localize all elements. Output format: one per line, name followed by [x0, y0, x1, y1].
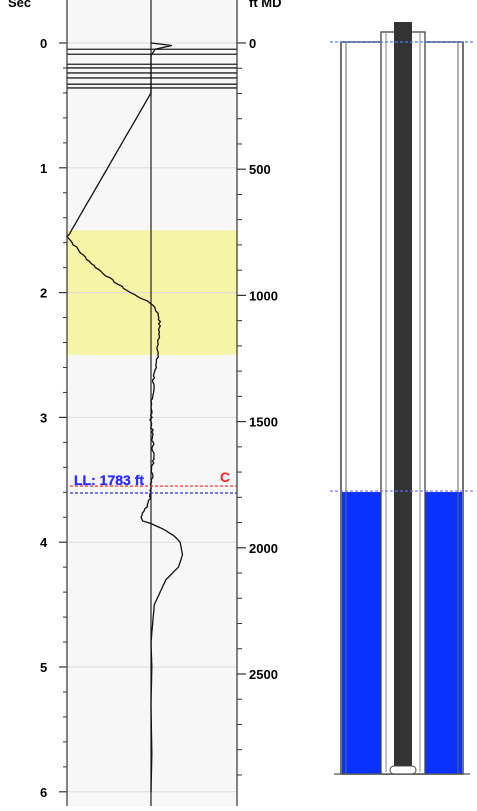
left-tick-label: 5: [40, 660, 47, 675]
reflection-lines: [67, 48, 237, 89]
left-tick-label: 2: [40, 286, 47, 301]
marker-liquid-level-label: LL: 1783 ft: [74, 472, 144, 488]
right-tick-label: 1500: [249, 415, 278, 430]
left-tick-label: 6: [40, 785, 47, 800]
right-tick-label: 2000: [249, 541, 278, 556]
left-tick-label: 3: [40, 410, 47, 425]
right-tick-label: 0: [249, 36, 256, 51]
pump: [389, 765, 417, 775]
right-tick-label: 1000: [249, 288, 278, 303]
wellbore-diagram: [330, 22, 474, 775]
left-tick-label: 4: [40, 535, 48, 550]
grid-lines: [67, 42, 237, 793]
acoustic-trace: [66, 42, 184, 792]
right-axis-unit: ft MD: [249, 0, 282, 10]
rod-string: [394, 22, 412, 770]
left-tick-label: 0: [40, 36, 47, 51]
right-tick-label: 500: [249, 162, 271, 177]
left-axis-ticks: 0 1 2 3 4 5 6: [40, 36, 67, 800]
right-tick-label: 2500: [249, 667, 278, 682]
left-axis-unit: Sec: [8, 0, 31, 10]
right-axis-ticks: 0 500 1000 1500 2000 2500: [237, 36, 278, 776]
left-tick-label: 1: [40, 161, 47, 176]
marker-c-label: C: [220, 469, 230, 485]
